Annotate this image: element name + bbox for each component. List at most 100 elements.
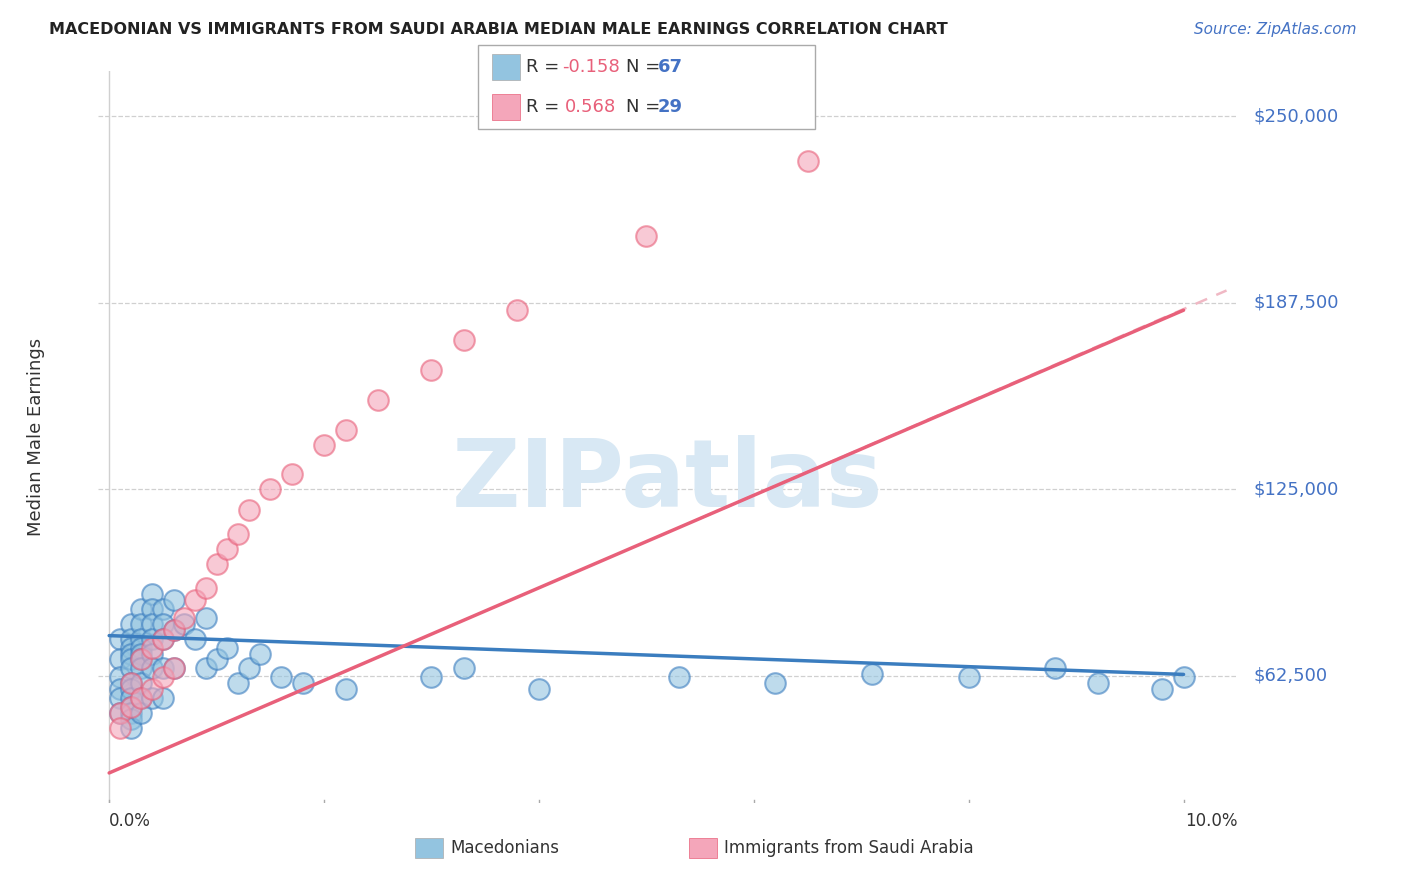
Text: 10.0%: 10.0% <box>1185 812 1237 830</box>
Point <box>194 581 217 595</box>
Point <box>763 676 786 690</box>
Point <box>217 640 239 655</box>
Point <box>249 647 271 661</box>
Text: ZIPatlas: ZIPatlas <box>453 435 883 527</box>
Point <box>860 667 883 681</box>
Point <box>162 623 184 637</box>
Point <box>259 483 281 497</box>
Point <box>152 691 174 706</box>
Point <box>453 661 475 675</box>
Point <box>120 661 142 675</box>
Point <box>141 682 163 697</box>
Point <box>120 712 142 726</box>
Point <box>141 640 163 655</box>
Point <box>120 700 142 714</box>
Point <box>120 700 142 714</box>
Point <box>131 691 153 706</box>
Text: MACEDONIAN VS IMMIGRANTS FROM SAUDI ARABIA MEDIAN MALE EARNINGS CORRELATION CHAR: MACEDONIAN VS IMMIGRANTS FROM SAUDI ARAB… <box>49 22 948 37</box>
Point <box>131 640 153 655</box>
Point <box>108 691 131 706</box>
Point <box>120 640 142 655</box>
Point <box>367 392 389 407</box>
Point <box>281 467 304 482</box>
Point <box>120 676 142 690</box>
Point <box>226 676 249 690</box>
Point <box>796 153 818 168</box>
Point <box>120 691 142 706</box>
Point <box>335 682 357 697</box>
Point <box>152 601 174 615</box>
Text: 0.0%: 0.0% <box>110 812 150 830</box>
Point <box>1152 682 1174 697</box>
Point <box>162 661 184 675</box>
Text: 29: 29 <box>658 98 683 116</box>
Point <box>120 632 142 646</box>
Text: $62,500: $62,500 <box>1253 667 1327 685</box>
Point <box>131 601 153 615</box>
Point <box>120 706 142 721</box>
Point <box>141 661 163 675</box>
Text: N =: N = <box>626 98 665 116</box>
Point <box>506 303 529 318</box>
Point <box>957 670 980 684</box>
Point <box>162 623 184 637</box>
Point <box>173 616 195 631</box>
Point <box>312 437 335 451</box>
Point <box>141 601 163 615</box>
Point <box>1173 670 1195 684</box>
Point <box>173 610 195 624</box>
Point <box>238 661 260 675</box>
Point <box>194 661 217 675</box>
Text: Source: ZipAtlas.com: Source: ZipAtlas.com <box>1194 22 1357 37</box>
Point <box>141 647 163 661</box>
Point <box>152 632 174 646</box>
Point <box>141 691 163 706</box>
Point <box>131 616 153 631</box>
Text: Immigrants from Saudi Arabia: Immigrants from Saudi Arabia <box>724 839 974 857</box>
Text: R =: R = <box>526 58 565 76</box>
Point <box>636 228 658 243</box>
Point <box>527 682 550 697</box>
Point <box>420 670 443 684</box>
Point <box>120 647 142 661</box>
Text: Median Male Earnings: Median Male Earnings <box>27 338 45 536</box>
Point <box>205 557 228 571</box>
Point <box>120 682 142 697</box>
Point <box>184 592 207 607</box>
Point <box>131 652 153 666</box>
Point <box>131 691 153 706</box>
Point <box>1087 676 1109 690</box>
Point <box>108 652 131 666</box>
Text: 0.568: 0.568 <box>565 98 616 116</box>
Point <box>131 661 153 675</box>
Point <box>205 652 228 666</box>
Point <box>1043 661 1066 675</box>
Point <box>270 670 292 684</box>
Point <box>108 632 131 646</box>
Point <box>131 647 153 661</box>
Point <box>108 670 131 684</box>
Point <box>152 670 174 684</box>
Point <box>141 587 163 601</box>
Point <box>152 616 174 631</box>
Point <box>131 676 153 690</box>
Point <box>162 592 184 607</box>
Text: N =: N = <box>626 58 665 76</box>
Point <box>131 652 153 666</box>
Point <box>120 721 142 735</box>
Point <box>217 542 239 557</box>
Text: Macedonians: Macedonians <box>450 839 560 857</box>
Point <box>194 610 217 624</box>
Point <box>108 706 131 721</box>
Text: $125,000: $125,000 <box>1253 480 1339 499</box>
Point <box>668 670 690 684</box>
Point <box>120 652 142 666</box>
Point <box>238 503 260 517</box>
Point <box>141 616 163 631</box>
Point <box>291 676 314 690</box>
Text: -0.158: -0.158 <box>562 58 620 76</box>
Point <box>131 706 153 721</box>
Point <box>120 616 142 631</box>
Text: $187,500: $187,500 <box>1253 293 1339 311</box>
Text: 67: 67 <box>658 58 683 76</box>
